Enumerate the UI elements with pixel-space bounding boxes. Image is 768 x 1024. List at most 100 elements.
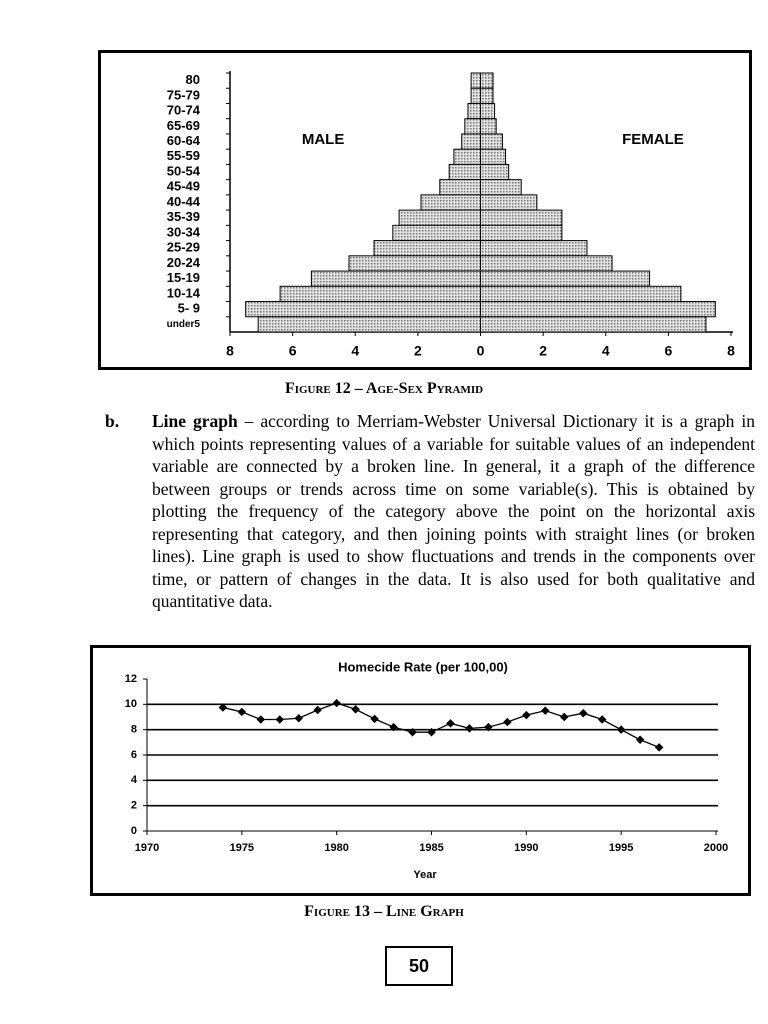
category-label: 20-24	[167, 255, 201, 270]
category-label: 70-74	[167, 103, 201, 118]
bar	[348, 255, 481, 272]
category-label: 65-69	[167, 118, 200, 133]
data-point	[370, 714, 379, 724]
x-tick-label: 1990	[514, 842, 538, 854]
paragraph: b. Line graph – according to Merriam-Web…	[105, 410, 755, 613]
bar	[480, 133, 503, 150]
bar	[480, 270, 651, 287]
bar	[439, 179, 482, 196]
bar	[279, 285, 481, 303]
bar	[480, 87, 494, 104]
data-point	[635, 735, 645, 745]
data-point	[541, 706, 550, 715]
bar	[480, 240, 588, 257]
data-point	[465, 724, 474, 733]
x-axis-label: Year	[413, 869, 437, 881]
series-label: MALE	[302, 131, 345, 148]
bar	[480, 285, 682, 303]
x-tick-label: 1985	[419, 842, 443, 854]
figure-caption: Figure 12 – Age-Sex Pyramid	[284, 380, 484, 397]
bar	[448, 163, 481, 181]
frame	[90, 645, 751, 896]
line-chart: Homecide Rate (per 100,00) Year 0 2 4 6 8 10 12 1…	[90, 645, 751, 896]
y-tick-label: 6	[131, 749, 137, 761]
bar	[480, 148, 507, 165]
data-point	[427, 727, 436, 737]
x-tick-label: 1995	[609, 842, 633, 854]
data-point	[654, 743, 664, 752]
bar	[470, 72, 482, 89]
data-point	[484, 722, 493, 732]
bar	[480, 179, 522, 196]
category-label: 75-79	[167, 87, 200, 102]
bar	[420, 194, 482, 211]
category-label: under5	[167, 319, 201, 330]
pyramid-chart: 8075-7970-7465-6960-6455-5950-5445-4940-…	[98, 50, 752, 370]
bar	[480, 72, 494, 89]
paragraph-body: Line graph – according to Merriam-Webste…	[152, 410, 755, 613]
data-point	[256, 715, 266, 724]
x-tick-label: 6	[664, 343, 672, 359]
x-tick-label: 1975	[230, 842, 254, 854]
category-label: 60-64	[167, 133, 201, 148]
bar	[480, 163, 510, 181]
y-tick-label: 8	[131, 724, 137, 736]
category-label: 80	[186, 72, 200, 87]
y-tick-label: 0	[131, 825, 137, 837]
data-point	[332, 698, 341, 708]
x-tick-label: 1970	[135, 842, 159, 854]
x-tick-label: 1980	[324, 842, 348, 854]
term: Line graph	[152, 411, 238, 431]
x-tick-label: 8	[226, 343, 234, 359]
category-label: 55-59	[167, 148, 200, 163]
category-label: 40-44	[167, 194, 201, 209]
x-tick-label: 0	[477, 343, 485, 359]
chart-title: Homecide Rate (per 100,00)	[338, 659, 508, 674]
x-tick-label: 4	[351, 343, 359, 359]
series-label: FEMALE	[622, 131, 684, 148]
bar	[467, 102, 482, 120]
bar	[470, 87, 482, 104]
data-point	[351, 705, 360, 714]
figure-caption: Figure 13 – Line Graph	[304, 903, 464, 920]
data-point	[408, 727, 417, 737]
data-point	[597, 715, 607, 724]
data-point	[522, 710, 531, 720]
bar	[310, 270, 481, 287]
x-tick-label: 8	[727, 343, 735, 359]
data-point	[503, 717, 512, 727]
data-point	[313, 705, 322, 715]
bar	[480, 118, 497, 135]
bar	[257, 316, 481, 333]
paragraph-text: – according to Merriam-Webster Universal…	[152, 411, 755, 611]
bar	[464, 118, 481, 135]
bar	[453, 148, 481, 165]
x-tick-label: 2000	[704, 842, 728, 854]
bar	[480, 316, 707, 333]
page-number: 50	[385, 946, 453, 986]
bar	[480, 255, 613, 272]
y-tick-label: 10	[125, 698, 137, 710]
bar	[392, 224, 482, 242]
data-point	[294, 714, 303, 723]
data-point	[389, 722, 398, 732]
data-point	[237, 707, 247, 717]
data-point	[616, 725, 626, 734]
bar	[480, 194, 538, 211]
y-tick-label: 2	[131, 800, 137, 812]
bar	[480, 224, 563, 242]
bar	[245, 301, 481, 318]
y-tick-label: 4	[131, 774, 138, 786]
category-label: 5- 9	[178, 301, 200, 316]
bar	[461, 133, 481, 150]
category-label: 30-34	[167, 224, 201, 239]
frame	[98, 50, 752, 370]
x-tick-label: 2	[539, 343, 547, 359]
bar	[480, 209, 563, 226]
category-label: 25-29	[167, 240, 200, 255]
category-label: 35-39	[167, 209, 200, 224]
category-label: 45-49	[167, 179, 200, 194]
category-label: 10-14	[167, 285, 201, 300]
bar	[480, 301, 716, 318]
